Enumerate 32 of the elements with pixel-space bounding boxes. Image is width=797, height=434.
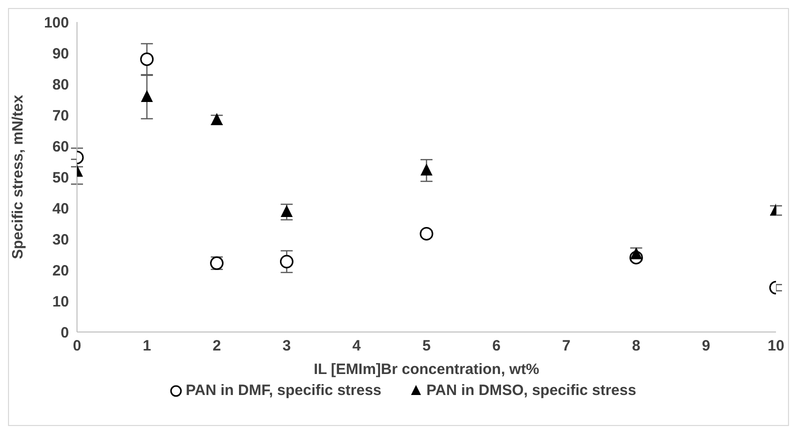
y-tick-label: 50 (52, 169, 69, 186)
x-axis-title: IL [EMIm]Br concentration, wt% (314, 361, 540, 378)
y-tick-label: 80 (52, 76, 69, 94)
y-tick-label: 10 (52, 293, 69, 310)
y-tick-label: 20 (52, 262, 69, 280)
x-tick-label: 8 (632, 338, 640, 355)
x-tick-label: 0 (72, 338, 82, 355)
y-tick-label: 40 (52, 200, 69, 218)
x-tick-label: 2 (212, 338, 221, 355)
point (420, 226, 434, 240)
y-tick-label: 70 (52, 107, 69, 124)
point (140, 52, 154, 66)
y-tick-label: 100 (44, 14, 69, 32)
point (420, 163, 432, 176)
x-tick-label: 5 (422, 338, 431, 355)
y-tick-label: 30 (52, 231, 69, 248)
y-axis-title: Specific stress, mN/tex (9, 94, 26, 260)
x-tick-label: 3 (282, 338, 291, 355)
x-tick-label: 1 (142, 338, 152, 355)
x-tick-label: 10 (768, 338, 784, 355)
legend-label: PAN in DMF, specific stress (186, 382, 382, 399)
legend-label: PAN in DMSO, specific stress (426, 382, 636, 399)
point (140, 90, 153, 102)
x-tick-label: 7 (562, 338, 570, 355)
y-tick-label: 0 (60, 324, 69, 342)
y-tick-label: 90 (52, 45, 69, 62)
point (280, 205, 293, 218)
y-tick-label: 60 (52, 138, 69, 156)
x-tick-label: 6 (492, 338, 501, 355)
x-tick-label: 4 (352, 338, 362, 355)
x-tick-label: 9 (702, 338, 710, 355)
point (280, 254, 294, 268)
